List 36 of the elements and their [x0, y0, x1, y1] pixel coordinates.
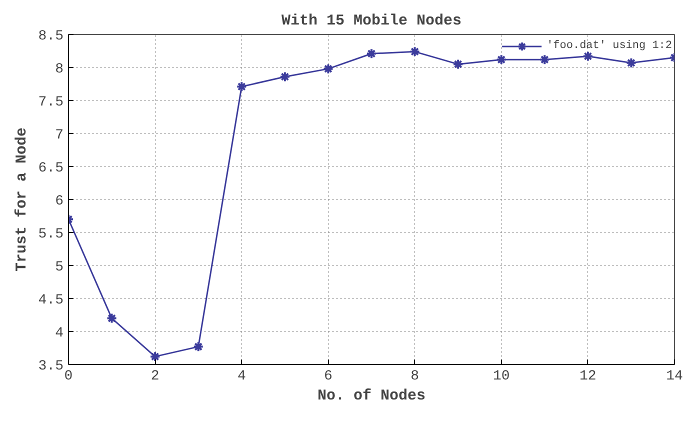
x-tick-label: 0 [64, 368, 73, 384]
x-tick-label: 2 [150, 368, 160, 384]
y-tick-label: 5 [55, 260, 64, 276]
point [496, 54, 507, 66]
point [322, 63, 334, 74]
chart-title: With 15 Mobile Nodes [281, 12, 462, 30]
y-tick-label: 4.5 [38, 292, 64, 308]
point [279, 71, 290, 82]
y-tick-label: 6.5 [38, 160, 64, 176]
point [150, 351, 161, 362]
legend-label: 'foo.dat' using 1:2 [546, 40, 672, 52]
x-tick-label: 6 [324, 368, 332, 384]
y-tick-label: 8 [55, 62, 64, 78]
point [452, 58, 464, 70]
y-tick-label: 7 [55, 128, 64, 144]
x-tick-label: 8 [410, 368, 419, 384]
y-tick-label: 8.5 [38, 28, 64, 44]
x-tick-label: 14 [666, 368, 683, 384]
y-tick-label: 7.5 [38, 94, 64, 110]
y-tick-label: 3.5 [38, 358, 64, 374]
y-tick-label: 4 [55, 326, 64, 342]
point [582, 50, 594, 62]
point [366, 48, 377, 60]
point [192, 341, 204, 352]
point [106, 312, 118, 324]
x-axis-title: No. of Nodes [317, 388, 426, 404]
point [409, 46, 420, 58]
x-tick-label: 4 [237, 368, 246, 384]
y-axis-title: Trust for a Node [13, 127, 30, 272]
y-tick-label: 5.5 [38, 226, 64, 242]
point [626, 57, 637, 68]
y-tick-label: 6 [55, 194, 64, 210]
point [236, 81, 248, 92]
point [539, 54, 550, 66]
x-tick-label: 12 [580, 368, 596, 384]
x-tick-label: 10 [492, 368, 510, 384]
